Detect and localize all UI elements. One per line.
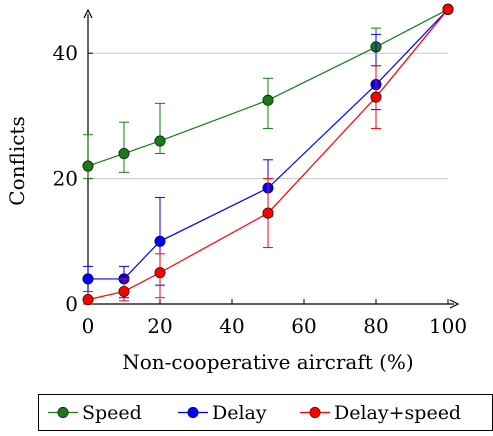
x-tick-label-60: 60 <box>291 314 316 338</box>
data-point <box>262 207 274 219</box>
x-tick-label-0: 0 <box>82 314 95 338</box>
legend-label: Speed <box>82 402 142 424</box>
x-axis-label: Non-cooperative aircraft (%) <box>122 350 413 374</box>
y-tick-label-20: 20 <box>53 167 78 191</box>
data-point <box>154 235 166 247</box>
data-point <box>118 148 130 160</box>
data-point <box>154 267 166 279</box>
tick-labels: 0 20 40 60 80 100 0 20 40 <box>53 41 468 338</box>
x-tick-label-40: 40 <box>219 314 244 338</box>
y-tick-label-0: 0 <box>65 292 78 316</box>
data-point <box>370 91 382 103</box>
series-delay-speed <box>82 3 454 306</box>
data-point <box>442 3 454 15</box>
legend-label: Delay+speed <box>334 402 461 424</box>
x-tick-label-20: 20 <box>147 314 172 338</box>
y-axis-label: Conflicts <box>5 116 29 205</box>
x-tick-label-100: 100 <box>429 314 467 338</box>
x-axis-arrow <box>449 299 460 309</box>
series-layer <box>82 3 454 306</box>
data-point <box>262 94 274 106</box>
y-axis-arrow <box>83 8 93 19</box>
legend: Speed Delay Delay+speed <box>38 394 493 431</box>
legend-marker <box>187 406 199 418</box>
series-line <box>88 8 449 280</box>
data-point <box>82 294 94 306</box>
legend-box <box>38 394 493 431</box>
legend-marker <box>309 406 321 418</box>
legend-marker <box>57 406 69 418</box>
axes <box>83 8 460 309</box>
data-point <box>154 135 166 147</box>
series-line <box>87 8 449 167</box>
data-point <box>118 285 130 297</box>
data-point <box>82 160 94 172</box>
series-speed <box>82 3 454 180</box>
series-line <box>87 8 449 301</box>
series-delay <box>82 3 454 299</box>
legend-label: Delay <box>212 402 267 424</box>
x-tick-label-80: 80 <box>363 314 388 338</box>
y-tick-label-40: 40 <box>53 41 78 65</box>
data-point <box>82 273 94 285</box>
